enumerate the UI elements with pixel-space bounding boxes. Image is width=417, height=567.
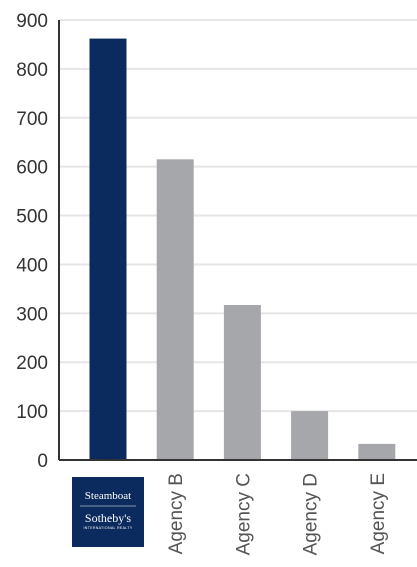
sothebys-logo: Steamboat Sotheby's INTERNATIONAL REALTY	[72, 477, 144, 547]
y-tick-label-900: 900	[16, 11, 48, 32]
y-tick-label-300: 300	[16, 304, 48, 325]
y-tick-label-600: 600	[16, 158, 48, 179]
logo-line1: Steamboat	[85, 490, 131, 502]
bars	[89, 38, 396, 461]
x-category-label-3: Agency C	[233, 473, 254, 555]
y-tick-label-400: 400	[16, 255, 48, 276]
x-category-label-5: Agency E	[368, 473, 389, 554]
y-tick-label-0: 0	[37, 451, 48, 472]
bar-5	[358, 443, 396, 460]
bar-2	[156, 159, 194, 461]
logo-background	[72, 477, 144, 547]
bar-4	[291, 411, 329, 460]
y-tick-label-200: 200	[16, 353, 48, 374]
y-tick-label-500: 500	[16, 207, 48, 228]
logo-line3: INTERNATIONAL REALTY	[83, 526, 132, 530]
bar-1	[89, 38, 127, 460]
y-tick-label-700: 700	[16, 109, 48, 130]
logo-line2: Sotheby's	[85, 511, 131, 525]
y-axis-tick-labels: 0 100 200 300 400 500 600 700 800 900	[16, 11, 48, 472]
y-tick-label-800: 800	[16, 60, 48, 81]
x-category-label-4: Agency D	[301, 473, 322, 555]
x-category-label-2: Agency B	[166, 473, 187, 554]
y-tick-label-100: 100	[16, 402, 48, 423]
bar-3	[223, 305, 261, 460]
x-axis-category-labels: Agency B Agency C Agency D Agency E	[166, 473, 389, 555]
